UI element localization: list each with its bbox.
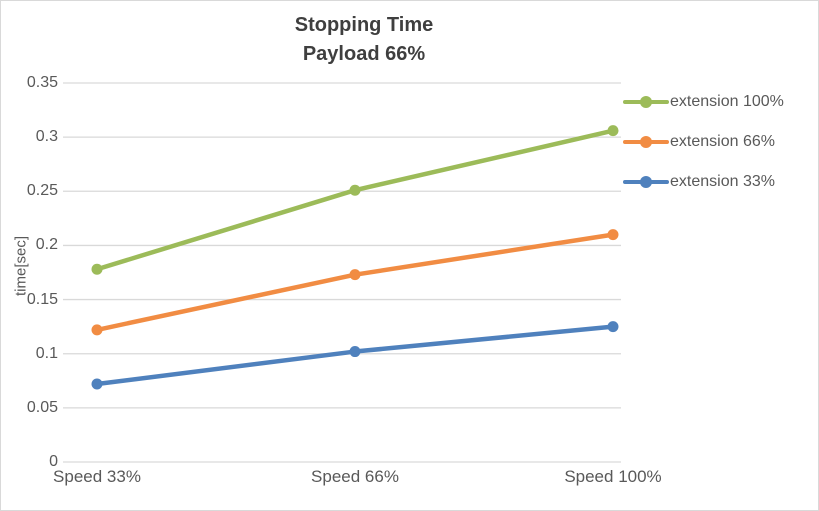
data-point [607, 125, 619, 137]
data-point [349, 346, 361, 358]
y-tick-label: 0.35 [26, 74, 58, 91]
y-tick-label: 0.1 [35, 344, 58, 362]
data-point [607, 321, 619, 333]
y-tick-label: 0 [49, 453, 58, 470]
data-point [91, 324, 103, 336]
chart-title: Stopping Time Payload 66% [1, 11, 727, 69]
data-point [349, 184, 361, 196]
data-point [349, 269, 361, 281]
data-point [91, 378, 103, 390]
x-axis-label: Speed 100% [564, 467, 662, 486]
data-point [91, 263, 103, 275]
legend-marker-icon [623, 96, 669, 108]
chart-title-line-1: Stopping Time [294, 14, 434, 36]
chart-title-line-2: Payload 66% [302, 43, 426, 65]
legend-item: extension 33% [623, 162, 775, 202]
legend-item: extension 66% [623, 122, 775, 162]
y-tick-label: 0.2 [35, 236, 58, 254]
x-axis-label: Speed 66% [311, 467, 399, 486]
legend-label: extension 66% [670, 133, 775, 150]
x-axis-label: Speed 33% [53, 467, 141, 486]
series-line-extension-66- [94, 232, 616, 333]
legend-item: extension 100% [623, 82, 784, 122]
y-tick-label: 0.3 [35, 128, 58, 146]
legend-marker-icon [623, 136, 669, 148]
y-tick-label: 0.25 [26, 182, 58, 200]
legend-label: extension 100% [670, 93, 784, 110]
y-tick-label: 0.15 [26, 290, 58, 308]
y-tick-label: 0.05 [26, 398, 58, 416]
legend-label: extension 33% [670, 173, 775, 190]
data-point [607, 229, 619, 241]
legend-marker-icon [623, 176, 669, 188]
